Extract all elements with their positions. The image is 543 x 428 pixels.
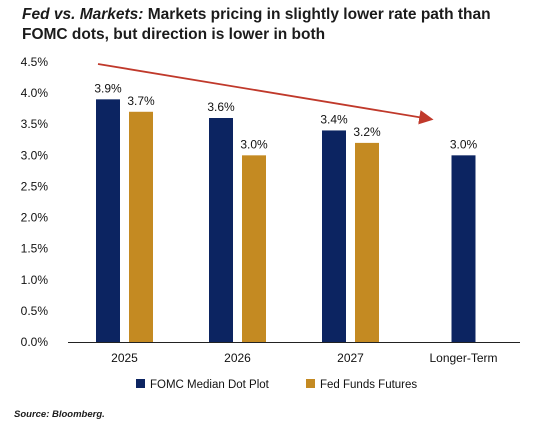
legend-swatch-fomc xyxy=(136,379,145,388)
futures-bar xyxy=(242,155,266,342)
legend-label-futures: Fed Funds Futures xyxy=(320,379,417,391)
bar-value-label: 3.7% xyxy=(127,94,155,108)
bar-value-label: 3.4% xyxy=(320,112,348,126)
futures-bar xyxy=(129,111,153,343)
y-tick-label: 0.5% xyxy=(21,304,49,318)
trend-arrow xyxy=(97,63,434,125)
y-tick-label: 4.5% xyxy=(21,55,49,69)
y-tick-label: 2.5% xyxy=(21,179,49,193)
title-rest: Markets pricing in slightly lower rate p… xyxy=(22,6,491,43)
y-tick-label: 3.0% xyxy=(21,148,49,162)
y-tick-label: 2.0% xyxy=(21,211,49,225)
category-label: 2027 xyxy=(337,351,364,365)
fomc-bar xyxy=(96,99,120,342)
chart-title: Fed vs. Markets: Markets pricing in slig… xyxy=(22,5,522,45)
futures-bar xyxy=(355,142,379,342)
y-tick-label: 1.5% xyxy=(21,242,49,256)
category-label: Longer-Term xyxy=(429,351,497,365)
fomc-bar xyxy=(322,130,346,342)
y-tick-label: 3.5% xyxy=(21,117,49,131)
bar-value-label: 3.0% xyxy=(450,137,478,151)
y-tick-label: 4.0% xyxy=(21,86,49,100)
legend-label-fomc: FOMC Median Dot Plot xyxy=(150,379,270,391)
legend-swatch-futures xyxy=(306,379,315,388)
fomc-bar xyxy=(451,155,476,342)
bar-value-label: 3.9% xyxy=(94,81,122,95)
category-label: 2025 xyxy=(111,351,138,365)
y-tick-label: 0.0% xyxy=(21,335,49,349)
y-tick-label: 1.0% xyxy=(21,273,49,287)
title-lead: Fed vs. Markets: xyxy=(22,6,144,23)
bar-value-label: 3.0% xyxy=(240,137,268,151)
fomc-bar xyxy=(209,118,233,342)
source-note: Source: Bloomberg. xyxy=(14,409,105,420)
bar-value-label: 3.6% xyxy=(207,100,235,114)
bar-value-label: 3.2% xyxy=(353,125,381,139)
category-label: 2026 xyxy=(224,351,251,365)
